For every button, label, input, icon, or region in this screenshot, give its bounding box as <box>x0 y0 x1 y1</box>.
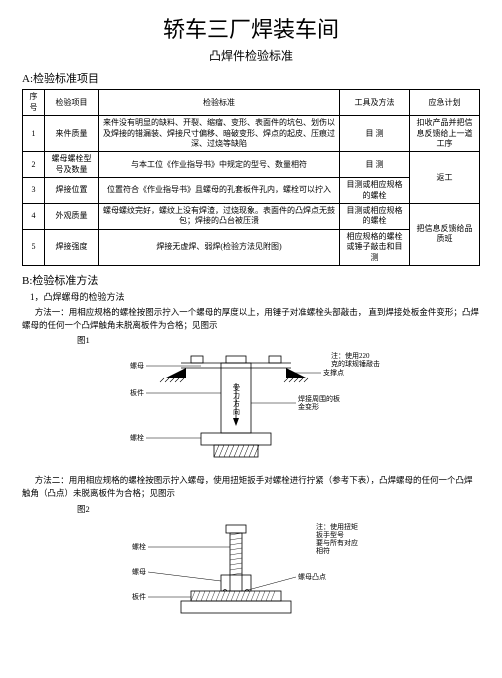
cell-item: 焊接位置 <box>45 178 99 204</box>
method2-body: 方法二：用用相应规格的螺栓按图示拧入螺母，使用扭矩扳手对螺栓进行拧紧（参考下表）… <box>22 474 480 500</box>
section-b-header: B:检验标准方法 <box>22 274 480 288</box>
th-tool: 工具及方法 <box>340 90 410 116</box>
cell-std: 螺母螺纹完好，螺纹上没有焊渣，过烧现象。表面件的凸焊点无鼓包；焊接的凸台被压溃 <box>99 204 340 230</box>
svg-text:注：使用220克的球规锤敲击: 注：使用220克的球规锤敲击 <box>331 351 380 368</box>
table-row: 4外观质量螺母螺纹完好，螺纹上没有焊渣，过烧现象。表面件的凸焊点无鼓包；焊接的凸… <box>23 204 480 230</box>
fig2-label: 图2 <box>77 504 480 515</box>
svg-text:螺栓: 螺栓 <box>130 433 144 442</box>
cell-seq: 2 <box>23 152 45 178</box>
method1-body: 方法一：用相应规格的螺栓按图示拧入一个螺母的厚度以上，用锤子对准螺栓头部敲击， … <box>22 306 480 332</box>
svg-text:注：使用扭矩扳手型号要与所有对应相符: 注：使用扭矩扳手型号要与所有对应相符 <box>316 522 358 555</box>
cell-std: 来件没有明显的缺料、开裂、缩瘤、变形、表面件的坑包、划伤以及焊接的错漏装、焊接尺… <box>99 116 340 152</box>
th-plan: 应急计划 <box>410 90 480 116</box>
section-a-header: A:检验标准项目 <box>22 72 480 86</box>
svg-text:支撑点: 支撑点 <box>323 368 344 377</box>
fig1-label: 图1 <box>77 335 480 346</box>
table-row: 2螺母螺栓型号及数量与本工位《作业指导书》中规定的型号、数量相符目 测返工 <box>23 152 480 178</box>
cell-item: 来件质量 <box>45 116 99 152</box>
standards-table: 序号 检验项目 检验标准 工具及方法 应急计划 1来件质量来件没有明显的缺料、开… <box>22 89 480 265</box>
cell-item: 焊接强度 <box>45 229 99 265</box>
cell-tool: 目 测 <box>340 152 410 178</box>
cell-plan: 返工 <box>410 152 480 204</box>
th-std: 检验标准 <box>99 90 340 116</box>
main-title: 轿车三厂焊装车间 <box>22 16 480 45</box>
svg-text:螺母: 螺母 <box>130 361 144 370</box>
cell-tool: 目测或相应规格的螺栓 <box>340 204 410 230</box>
cell-item: 螺母螺栓型号及数量 <box>45 152 99 178</box>
th-seq: 序号 <box>23 90 45 116</box>
svg-text:螺母: 螺母 <box>132 567 146 576</box>
cell-tool: 目 测 <box>340 116 410 152</box>
svg-text:螺栓: 螺栓 <box>132 542 146 551</box>
sub-title: 凸焊件检验标准 <box>22 49 480 65</box>
cell-std: 位置符合《作业指导书》且螺母的孔套板件孔内，螺栓可以拧入 <box>99 178 340 204</box>
cell-tool: 目测或相应规格的螺栓 <box>340 178 410 204</box>
cell-std: 与本工位《作业指导书》中规定的型号、数量相符 <box>99 152 340 178</box>
svg-text:板件: 板件 <box>130 388 144 397</box>
svg-text:受力方向: 受力方向 <box>233 383 240 416</box>
th-item: 检验项目 <box>45 90 99 116</box>
cell-item: 外观质量 <box>45 204 99 230</box>
svg-text:焊接周围的板金变形: 焊接周围的板金变形 <box>298 394 340 411</box>
table-row: 1来件质量来件没有明显的缺料、开裂、缩瘤、变形、表面件的坑包、划伤以及焊接的错漏… <box>23 116 480 152</box>
cell-seq: 4 <box>23 204 45 230</box>
cell-plan: 扣收产品并把信息反馈给上一道工序 <box>410 116 480 152</box>
cell-seq: 1 <box>23 116 45 152</box>
svg-text:螺母凸点: 螺母凸点 <box>298 572 326 581</box>
cell-tool: 相应规格的螺栓或锤子敲击和目测 <box>340 229 410 265</box>
method1-num: 1，凸焊螺母的检验方法 <box>30 292 480 304</box>
cell-std: 焊接无虚焊、弱焊(检验方法见附图) <box>99 229 340 265</box>
cell-seq: 3 <box>23 178 45 204</box>
figure-1: 受力方向 螺母板件螺栓 支撑点焊接周围的板金变形 注：使用220克的球规锤敲击 <box>22 348 480 468</box>
figure-2: 螺栓螺母板件 螺母凸点 注：使用扭矩扳手型号要与所有对应相符 <box>22 517 480 637</box>
svg-text:板件: 板件 <box>132 592 146 601</box>
cell-seq: 5 <box>23 229 45 265</box>
cell-plan: 把信息反馈给品质班 <box>410 204 480 266</box>
